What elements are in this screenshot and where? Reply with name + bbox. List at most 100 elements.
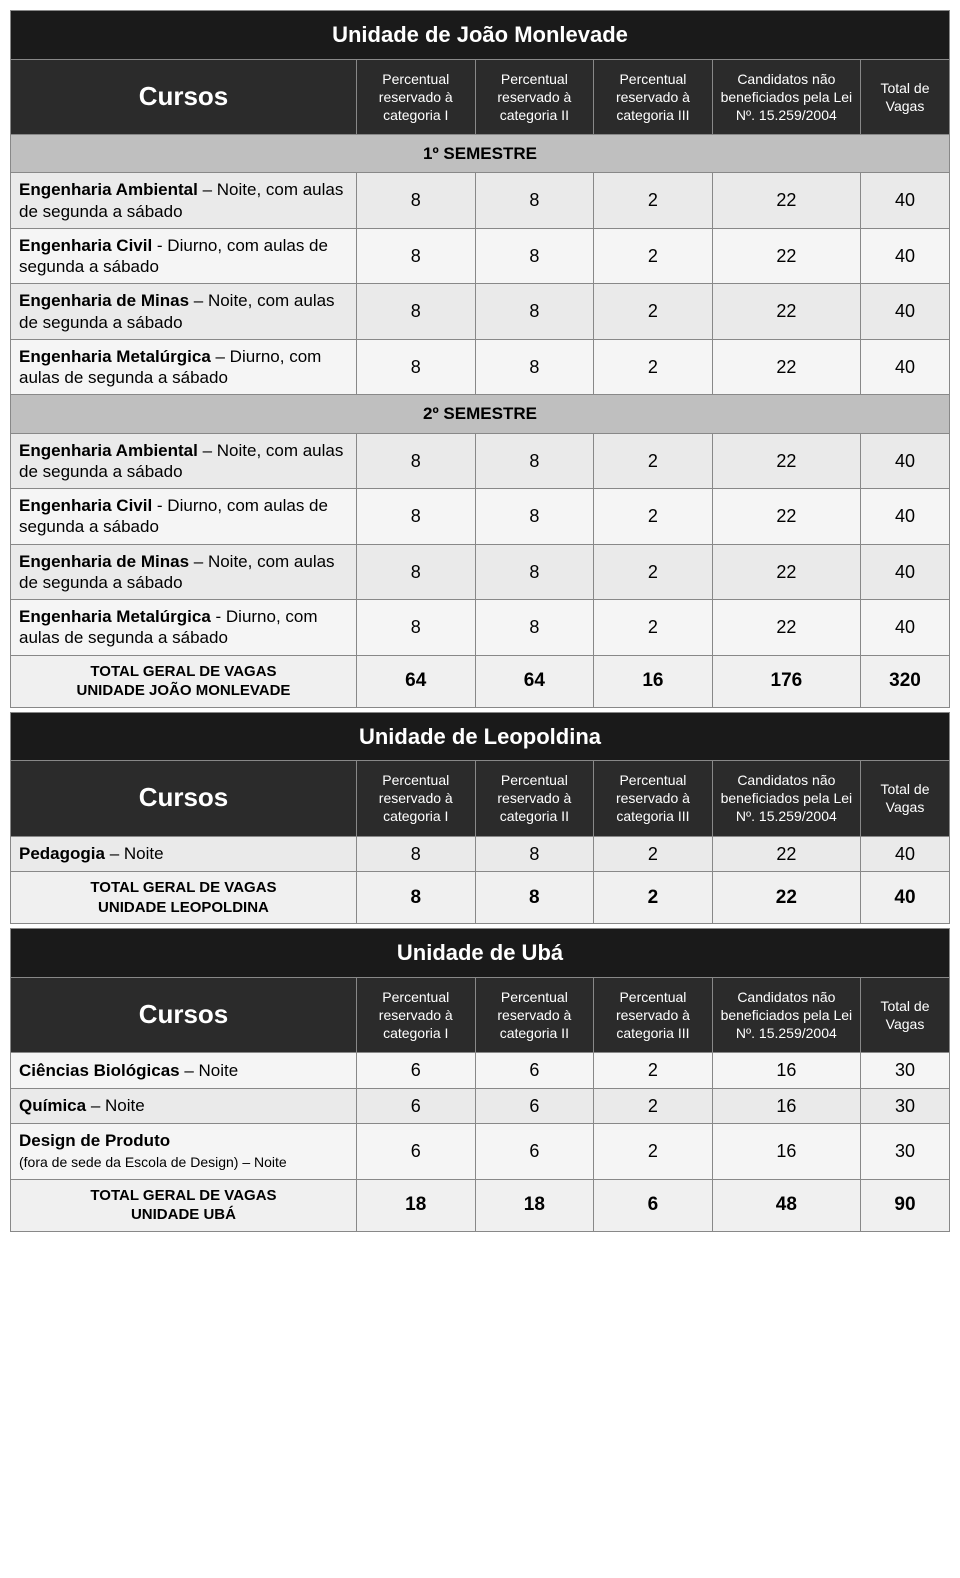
value-cell: 40 (860, 433, 949, 489)
total-value: 64 (475, 655, 594, 707)
value-cell: 40 (860, 284, 949, 340)
value-cell: 40 (860, 228, 949, 284)
course-row: Design de Produto(fora de sede da Escola… (11, 1124, 950, 1180)
value-cell: 8 (475, 339, 594, 395)
value-cell: 40 (860, 600, 949, 656)
course-row: Engenharia Ambiental – Noite, com aulas … (11, 433, 950, 489)
header-cursos: Cursos (11, 977, 357, 1053)
total-value: 16 (594, 655, 713, 707)
value-cell: 40 (860, 339, 949, 395)
header-cursos: Cursos (11, 59, 357, 135)
value-cell: 8 (356, 836, 475, 872)
value-cell: 8 (356, 433, 475, 489)
course-name: Engenharia Ambiental – Noite, com aulas … (11, 433, 357, 489)
value-cell: 6 (356, 1088, 475, 1124)
header-cursos: Cursos (11, 761, 357, 837)
value-cell: 22 (712, 836, 860, 872)
total-value: 40 (860, 872, 949, 924)
value-cell: 8 (356, 284, 475, 340)
unit-title: Unidade de João Monlevade (11, 11, 950, 60)
value-cell: 2 (594, 228, 713, 284)
value-cell: 8 (356, 544, 475, 600)
course-name: Engenharia Civil - Diurno, com aulas de … (11, 489, 357, 545)
course-name: Engenharia Civil - Diurno, com aulas de … (11, 228, 357, 284)
course-name: Engenharia de Minas – Noite, com aulas d… (11, 544, 357, 600)
value-cell: 22 (712, 544, 860, 600)
value-cell: 40 (860, 489, 949, 545)
value-cell: 2 (594, 1124, 713, 1180)
total-value: 18 (356, 1179, 475, 1231)
value-cell: 6 (475, 1053, 594, 1089)
value-cell: 8 (356, 228, 475, 284)
value-cell: 6 (356, 1053, 475, 1089)
header-total: Total de Vagas (860, 59, 949, 135)
course-name: Ciências Biológicas – Noite (11, 1053, 357, 1089)
course-name: Pedagogia – Noite (11, 836, 357, 872)
header-cat2: Percentual reservado à categoria II (475, 761, 594, 837)
header-cat1: Percentual reservado à categoria I (356, 59, 475, 135)
value-cell: 22 (712, 489, 860, 545)
value-cell: 40 (860, 173, 949, 229)
header-total: Total de Vagas (860, 761, 949, 837)
unit-table: Unidade de João MonlevadeCursosPercentua… (10, 10, 950, 708)
total-value: 64 (356, 655, 475, 707)
course-name: Química – Noite (11, 1088, 357, 1124)
value-cell: 8 (475, 173, 594, 229)
total-value: 8 (475, 872, 594, 924)
course-name: Engenharia Metalúrgica – Diurno, com aul… (11, 339, 357, 395)
course-row: Ciências Biológicas – Noite6621630 (11, 1053, 950, 1089)
unit-title: Unidade de Ubá (11, 929, 950, 978)
value-cell: 30 (860, 1124, 949, 1180)
value-cell: 8 (475, 228, 594, 284)
header-cat3: Percentual reservado à categoria III (594, 59, 713, 135)
value-cell: 2 (594, 544, 713, 600)
semester-label: 2º SEMESTRE (11, 395, 950, 433)
value-cell: 8 (475, 600, 594, 656)
value-cell: 22 (712, 284, 860, 340)
course-row: Pedagogia – Noite8822240 (11, 836, 950, 872)
course-name: Engenharia Ambiental – Noite, com aulas … (11, 173, 357, 229)
value-cell: 6 (356, 1124, 475, 1180)
unit-table: Unidade de LeopoldinaCursosPercentual re… (10, 712, 950, 925)
value-cell: 2 (594, 433, 713, 489)
total-value: 8 (356, 872, 475, 924)
value-cell: 2 (594, 489, 713, 545)
total-label: TOTAL GERAL DE VAGASUNIDADE UBÁ (11, 1179, 357, 1231)
value-cell: 16 (712, 1088, 860, 1124)
course-name: Engenharia Metalúrgica - Diurno, com aul… (11, 600, 357, 656)
total-value: 6 (594, 1179, 713, 1231)
semester-label: 1º SEMESTRE (11, 135, 950, 173)
value-cell: 40 (860, 544, 949, 600)
value-cell: 30 (860, 1088, 949, 1124)
value-cell: 8 (475, 489, 594, 545)
header-nao-benef: Candidatos não beneficiados pela Lei Nº.… (712, 761, 860, 837)
value-cell: 8 (356, 173, 475, 229)
value-cell: 16 (712, 1124, 860, 1180)
course-row: Engenharia de Minas – Noite, com aulas d… (11, 284, 950, 340)
course-name: Design de Produto(fora de sede da Escola… (11, 1124, 357, 1180)
total-value: 176 (712, 655, 860, 707)
tables-container: Unidade de João MonlevadeCursosPercentua… (10, 10, 950, 1232)
value-cell: 2 (594, 339, 713, 395)
total-value: 90 (860, 1179, 949, 1231)
course-row: Engenharia Civil - Diurno, com aulas de … (11, 228, 950, 284)
header-cat2: Percentual reservado à categoria II (475, 977, 594, 1053)
value-cell: 40 (860, 836, 949, 872)
value-cell: 2 (594, 1088, 713, 1124)
value-cell: 30 (860, 1053, 949, 1089)
value-cell: 22 (712, 228, 860, 284)
value-cell: 22 (712, 433, 860, 489)
total-row: TOTAL GERAL DE VAGASUNIDADE LEOPOLDINA88… (11, 872, 950, 924)
header-cat1: Percentual reservado à categoria I (356, 977, 475, 1053)
total-value: 2 (594, 872, 713, 924)
value-cell: 22 (712, 600, 860, 656)
value-cell: 2 (594, 284, 713, 340)
header-nao-benef: Candidatos não beneficiados pela Lei Nº.… (712, 977, 860, 1053)
header-cat1: Percentual reservado à categoria I (356, 761, 475, 837)
course-row: Engenharia Civil - Diurno, com aulas de … (11, 489, 950, 545)
value-cell: 8 (356, 600, 475, 656)
header-cat2: Percentual reservado à categoria II (475, 59, 594, 135)
header-total: Total de Vagas (860, 977, 949, 1053)
value-cell: 16 (712, 1053, 860, 1089)
value-cell: 22 (712, 173, 860, 229)
